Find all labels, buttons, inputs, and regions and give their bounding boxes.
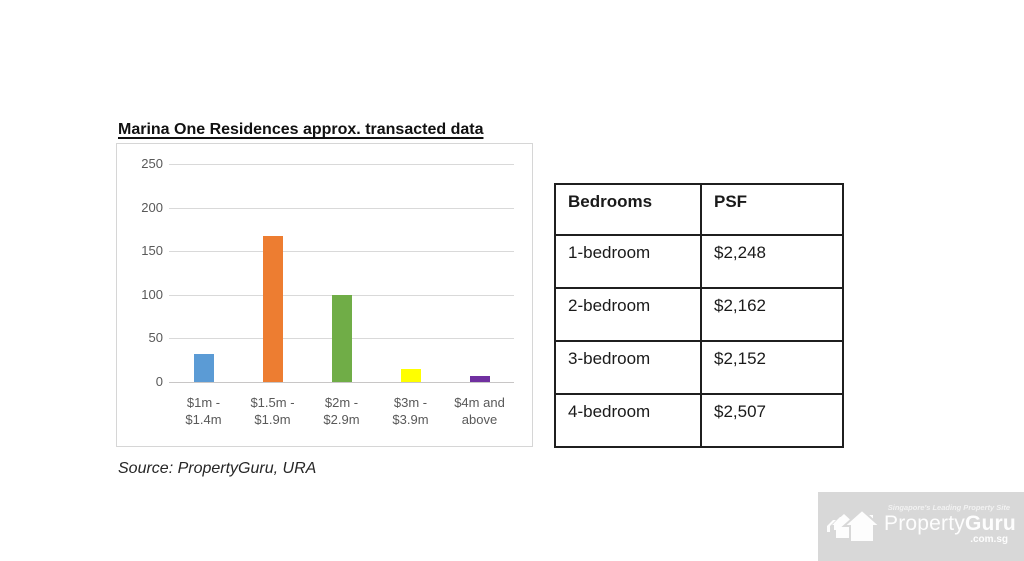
bedroom-cell: 1-bedroom bbox=[554, 234, 702, 289]
y-tick-label: 200 bbox=[141, 199, 163, 215]
psf-table-body: 1-bedroom $2,248 2-bedroom $2,162 3-bedroom $… bbox=[554, 234, 844, 448]
psf-cell: $2,162 bbox=[700, 287, 844, 342]
x-tick-label: $4m and above bbox=[454, 395, 505, 427]
psf-table: Bedrooms PSF 1-bedroom $2,248 2-bedroom $2,… bbox=[554, 183, 844, 448]
source-note: Source: PropertyGuru, URA bbox=[118, 460, 317, 477]
table-header-row: Bedrooms PSF bbox=[554, 183, 844, 236]
y-tick-label: 100 bbox=[141, 286, 163, 302]
bar-5 bbox=[469, 375, 490, 382]
bar-3 bbox=[331, 294, 352, 382]
table-row: 2-bedroom $2,162 bbox=[554, 287, 844, 342]
table-row: 1-bedroom $2,248 bbox=[554, 234, 844, 289]
y-tick-label: 250 bbox=[141, 156, 163, 171]
header-bedrooms: Bedrooms bbox=[554, 183, 702, 236]
x-tick-label: $3m - $3.9m bbox=[392, 395, 429, 427]
logo-domain: .com.sg bbox=[970, 534, 1008, 545]
chart-title: Marina One Residences approx. transacted… bbox=[118, 121, 484, 138]
house-icon bbox=[827, 508, 882, 543]
header-psf: PSF bbox=[700, 183, 844, 236]
bedroom-cell: 3-bedroom bbox=[554, 340, 702, 395]
x-tick-label: $1m - $1.4m bbox=[185, 395, 222, 427]
bar-chart: 0 50 100 150 200 250 $1m - $1.4m $1.5m - $1.9m $… bbox=[116, 143, 533, 447]
bar-2 bbox=[262, 236, 283, 382]
table-row: 4-bedroom $2,507 bbox=[554, 393, 844, 448]
logo-tagline: Singapore's Leading Property Site bbox=[887, 503, 1010, 512]
bar-1 bbox=[193, 354, 214, 382]
logo-brand-guru: Guru bbox=[964, 512, 1016, 535]
x-tick-label: $1.5m - $1.9m bbox=[250, 395, 295, 427]
logo-brand: PropertyGuru bbox=[884, 512, 1016, 536]
bar-4 bbox=[400, 368, 421, 382]
y-tick-label: 50 bbox=[148, 330, 163, 346]
psf-cell: $2,248 bbox=[700, 234, 844, 289]
logo-brand-property: Property bbox=[884, 512, 965, 535]
y-gridline bbox=[169, 164, 514, 165]
y-gridline bbox=[169, 251, 514, 253]
y-gridline bbox=[169, 207, 514, 209]
y-tick-label: 150 bbox=[141, 243, 163, 259]
table-row: 3-bedroom $2,152 bbox=[554, 340, 844, 395]
x-tick-label: $2m - $2.9m bbox=[323, 395, 360, 427]
y-tick-label: 0 bbox=[155, 374, 163, 389]
bedroom-cell: 4-bedroom bbox=[554, 393, 702, 448]
psf-cell: $2,152 bbox=[700, 340, 844, 395]
propertyguru-logo: Singapore's Leading Property Site Proper… bbox=[818, 492, 1024, 561]
psf-cell: $2,507 bbox=[700, 393, 844, 448]
bedroom-cell: 2-bedroom bbox=[554, 287, 702, 342]
x-axis-line bbox=[169, 382, 514, 383]
